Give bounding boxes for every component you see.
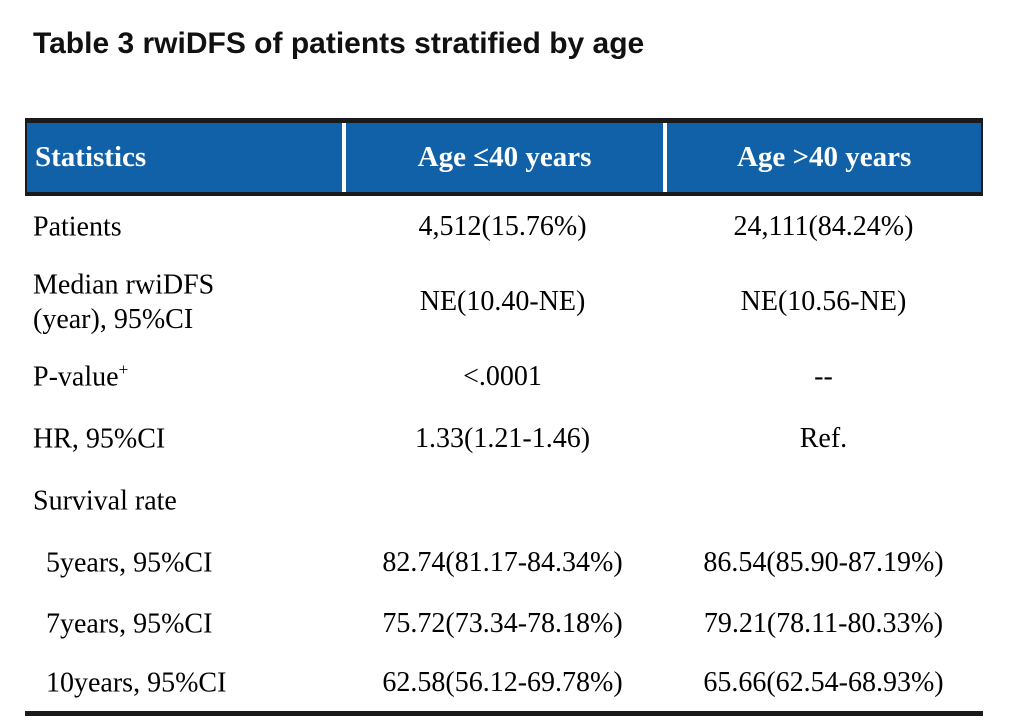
column-header-age-gt-40: Age >40 years [663,123,981,192]
row-label: Patients [33,211,122,243]
cell-age-gt-40: 65.66(62.54-68.93%) [703,666,944,698]
column-header-statistics: Statistics [35,141,147,173]
cell-age-gt-40: Ref. [799,423,848,454]
column-header-age-le-40: Age ≤40 years [341,123,663,192]
row-label: P-value+ [33,360,129,393]
table-row-7-years: 7years, 95%CI 75.72(73.34-78.18%) 79.21(… [25,593,983,654]
cell-age-gt-40: 24,111(84.24%) [733,211,914,242]
cell-age-gt-40: 86.54(85.90-87.19%) [703,546,944,578]
cell-age-le-40: 62.58(56.12-69.78%) [382,666,623,698]
cell-age-gt-40: -- [814,361,833,392]
cell-age-le-40: 1.33(1.21-1.46) [415,423,591,454]
row-label: Median rwiDFS (year), 95%CI [33,269,215,336]
table-row-hr: HR, 95%CI 1.33(1.21-1.46) Ref. [25,408,983,470]
row-label: 10years, 95%CI [46,667,227,699]
table-row-survival-rate: Survival rate [25,470,983,532]
cell-age-le-40: 4,512(15.76%) [418,211,587,242]
table-row-10-years: 10years, 95%CI 62.58(56.12-69.78%) 65.66… [25,654,983,711]
table-row-patients: Patients 4,512(15.76%) 24,111(84.24%) [25,196,983,258]
cell-age-gt-40: NE(10.56-NE) [740,286,907,317]
page-title: Table 3 rwiDFS of patients stratified by… [33,27,645,60]
table-row-p-value: P-value+ <.0001 -- [25,346,983,408]
cell-age-le-40: NE(10.40-NE) [419,286,586,317]
cell-age-gt-40: 79.21(78.11-80.33%) [703,607,944,639]
table-row-5-years: 5years, 95%CI 82.74(81.17-84.34%) 86.54(… [25,532,983,593]
table-body: Patients 4,512(15.76%) 24,111(84.24%) Me… [25,196,983,716]
cell-age-le-40: <.0001 [463,361,542,392]
cell-age-le-40: 82.74(81.17-84.34%) [382,546,623,578]
row-label: HR, 95%CI [33,423,166,455]
statistics-table: Statistics Age ≤40 years Age >40 years P… [25,118,983,716]
row-label: 5years, 95%CI [46,547,213,579]
cell-age-le-40: 75.72(73.34-78.18%) [382,607,623,639]
row-label: 7years, 95%CI [46,608,213,640]
table-header-row: Statistics Age ≤40 years Age >40 years [25,118,983,196]
row-label: Survival rate [33,485,177,517]
table-row-median-rwidfs: Median rwiDFS (year), 95%CI NE(10.40-NE) … [25,258,983,346]
